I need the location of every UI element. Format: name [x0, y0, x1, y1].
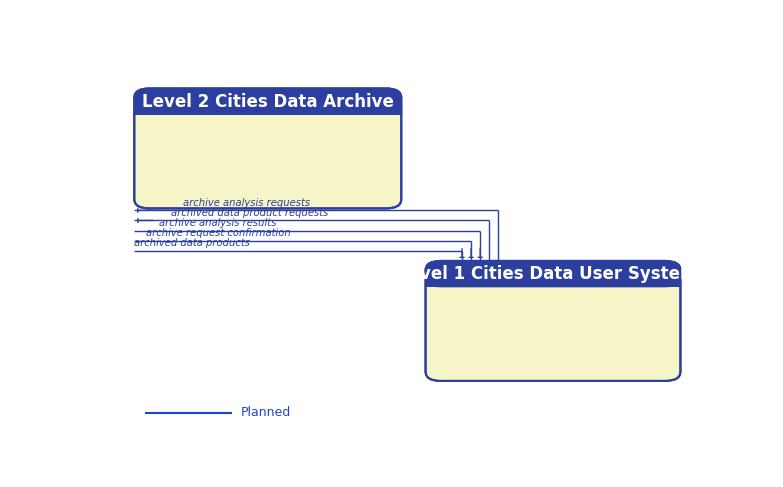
Text: archived data products: archived data products: [135, 238, 251, 248]
Bar: [426, 273, 680, 287]
Text: archive analysis results: archive analysis results: [158, 218, 276, 228]
Text: Planned: Planned: [240, 406, 290, 419]
Text: Level 2 Cities Data Archive: Level 2 Cities Data Archive: [142, 93, 394, 111]
FancyBboxPatch shape: [135, 89, 402, 115]
FancyBboxPatch shape: [426, 261, 680, 381]
Bar: [135, 100, 402, 115]
FancyBboxPatch shape: [426, 261, 680, 287]
Text: archive request confirmation: archive request confirmation: [146, 228, 291, 238]
Text: Level 1 Cities Data User Systems: Level 1 Cities Data User Systems: [399, 265, 708, 283]
Text: archived data product requests: archived data product requests: [171, 208, 328, 218]
FancyBboxPatch shape: [135, 89, 402, 208]
Text: archive analysis requests: archive analysis requests: [183, 198, 310, 207]
